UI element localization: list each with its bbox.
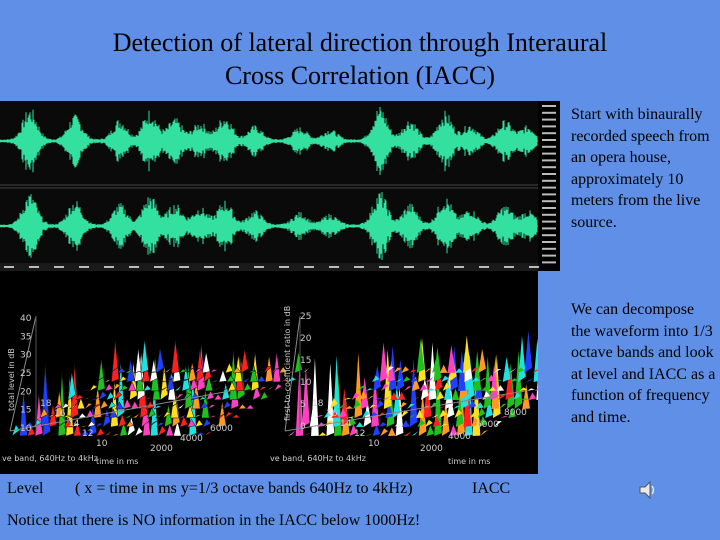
tick-label: 18 (312, 399, 324, 409)
left-channel-waveform (0, 107, 538, 175)
tick-label: 14 (68, 419, 80, 429)
tick-label: 2000 (420, 444, 443, 454)
tick-label: 20 (20, 387, 32, 397)
title-line-1: Detection of lateral direction through I… (112, 28, 608, 57)
left-x-axis-label: time in ms (96, 457, 138, 466)
amplitude-scale (538, 101, 560, 271)
left-y-axis-label: total level in dB (7, 348, 16, 411)
right-x-axis-label: time in ms (448, 457, 490, 466)
right-z-ticks: 25 20 15 10 5 0 (300, 312, 312, 432)
tick-label: 4000 (448, 432, 471, 442)
right-channel-waveform (0, 192, 538, 260)
surface-plots: total level in dB time in ms ve band, 64… (2, 306, 538, 466)
left-time-ticks: 2000 4000 6000 (150, 424, 233, 454)
tick-label: 35 (20, 332, 31, 342)
tick-label: 40 (20, 314, 32, 324)
iacc-surface-plot: first-to-coefficient ratio in dB time in… (270, 306, 538, 466)
title-line-2: Cross Correlation (IACC) (224, 61, 496, 90)
tick-label: 12 (354, 429, 365, 439)
right-band-axis-label: ve band, 640Hz to 4kHz (270, 454, 366, 463)
tick-label: 4000 (180, 434, 203, 444)
description-recording: Start with binaurally recorded speech fr… (571, 106, 710, 231)
tick-label: 5 (300, 400, 306, 410)
tick-label: 20 (300, 334, 312, 344)
notice-text: Notice that there is NO information in t… (7, 512, 421, 529)
level-surface-plot: total level in dB time in ms ve band, 64… (2, 314, 311, 466)
waveform-panel (0, 101, 560, 271)
tick-label: 10 (20, 424, 32, 434)
caption-axes: ( x = time in ms y=1/3 octave bands 640H… (75, 480, 413, 497)
tick-label: 10 (96, 439, 108, 449)
tick-label: 15 (300, 356, 311, 366)
tick-label: 15 (20, 406, 31, 416)
tick-label: 18 (40, 399, 52, 409)
tick-label: 6000 (210, 424, 233, 434)
tick-label: 2000 (150, 444, 173, 454)
level-surface (11, 339, 311, 437)
tick-label: 6000 (476, 420, 499, 430)
tick-label: 16 (326, 409, 338, 419)
tick-label: 0 (300, 422, 306, 432)
right-y-axis-label: first-to-coefficient ratio in dB (283, 306, 292, 421)
tick-label: 10 (300, 378, 312, 388)
tick-label: 8000 (504, 408, 527, 418)
tick-label: 16 (54, 409, 66, 419)
time-ruler (4, 266, 539, 268)
left-z-ticks: 40 35 30 25 20 15 10 (20, 314, 32, 434)
waveform-display (0, 101, 560, 271)
tick-label: 10 (368, 439, 380, 449)
tick-label: 25 (20, 369, 31, 379)
tick-label: 12 (82, 429, 93, 439)
tick-label: 25 (300, 312, 311, 322)
caption-iacc: IACC (472, 480, 511, 497)
tick-label: 14 (340, 419, 352, 429)
left-band-axis-label: ve band, 640Hz to 4kHz (2, 454, 98, 463)
slide-title: Detection of lateral direction through I… (0, 26, 720, 92)
surface-plots-panel: total level in dB time in ms ve band, 64… (0, 271, 538, 474)
description-decomposition: We can decompose the waveform into 1/3 o… (571, 301, 716, 426)
caption-level: Level (7, 480, 44, 497)
speaker-icon[interactable] (636, 478, 660, 502)
tick-label: 30 (20, 351, 32, 361)
right-time-ticks: 2000 4000 6000 8000 (420, 408, 527, 454)
iacc-surface (288, 330, 538, 436)
